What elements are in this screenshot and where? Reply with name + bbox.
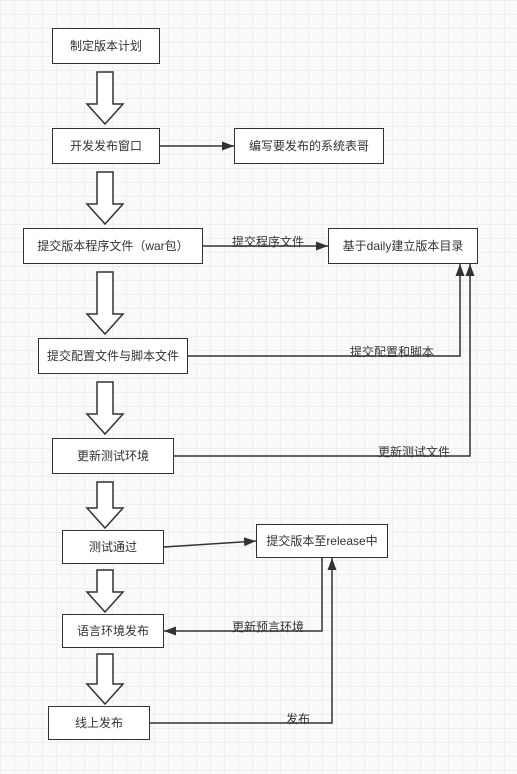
edge-label-preview: 更新预言环境	[232, 618, 304, 635]
node-update-test: 更新测试环境	[52, 438, 174, 474]
node-daily-dir: 基于daily建立版本目录	[328, 228, 478, 264]
node-plan: 制定版本计划	[52, 28, 160, 64]
flowchart-canvas: 制定版本计划 开发发布窗口 编写要发布的系统表哥 提交版本程序文件（war包） …	[0, 0, 517, 774]
edge-label-publish: 发布	[286, 710, 310, 727]
connectors-layer	[0, 0, 517, 774]
node-submit-config: 提交配置文件与脚本文件	[38, 338, 188, 374]
node-submit-release: 提交版本至release中	[256, 524, 388, 558]
node-test-pass: 测试通过	[62, 530, 164, 564]
edge-label-testf: 更新测试文件	[378, 443, 450, 460]
node-lang-env: 语言环境发布	[62, 614, 164, 648]
node-online: 线上发布	[48, 706, 150, 740]
hollow-arrows	[87, 72, 123, 704]
node-submit-war: 提交版本程序文件（war包）	[23, 228, 203, 264]
node-write-list: 编写要发布的系统表哥	[234, 128, 384, 164]
edge-label-config: 提交配置和脚本	[350, 343, 434, 360]
node-dev-window: 开发发布窗口	[52, 128, 160, 164]
edge-label-prog: 提交程序文件	[232, 233, 304, 250]
